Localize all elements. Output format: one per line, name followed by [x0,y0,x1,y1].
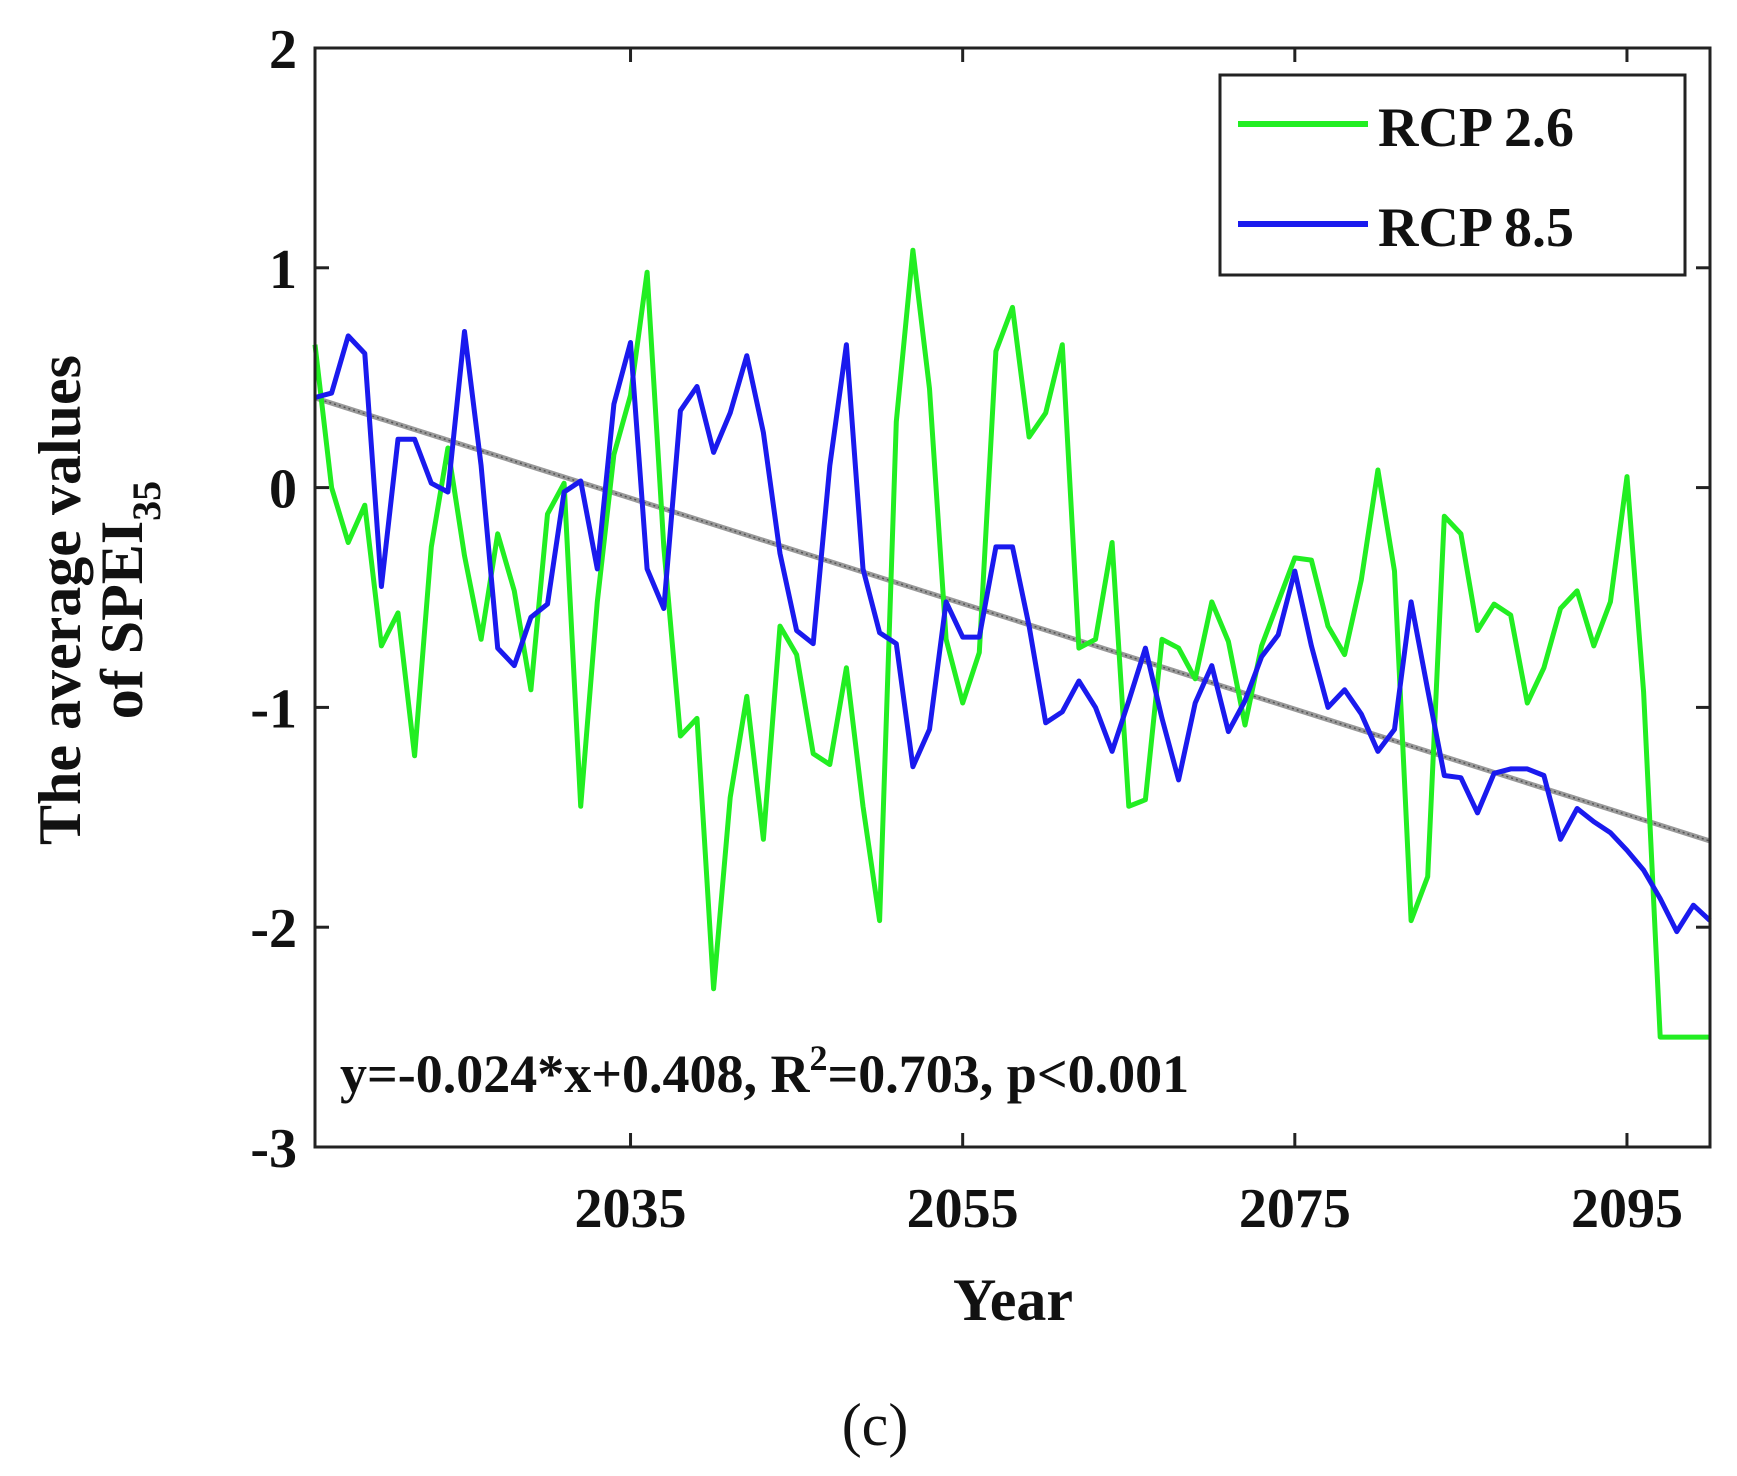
y-tick-label: 2 [269,19,297,81]
x-tick-label: 2075 [1239,1178,1351,1240]
y-tick-label: -2 [250,898,297,960]
y-axis-title: The average values of SPEI35 [27,355,169,845]
regression-annotation: y=-0.024*x+0.408, R2=0.703, p<0.001 [340,1038,1189,1104]
y-tick-label: 1 [269,239,297,301]
x-axis-title: Year [953,1267,1073,1333]
trendline-texture [314,397,1711,842]
series-line-rcp-8-5 [314,329,1712,935]
y-axis-title-line1: The average values [27,355,93,845]
panel-label: (c) [842,1392,909,1458]
x-tick-label: 2035 [575,1178,687,1240]
legend-label-rcp85: RCP 8.5 [1378,197,1574,259]
y-axis-title-line2: of SPEI35 [89,481,169,719]
y-tick-label: -1 [250,678,297,740]
y-tick-label: 0 [269,459,297,521]
legend-box [1218,73,1687,277]
x-tick-labels: 2035 2055 2075 2095 [575,1178,1683,1240]
legend: RCP 2.6 RCP 8.5 [1218,73,1687,277]
plot-frame [313,46,1712,1149]
legend-label-rcp26: RCP 2.6 [1378,97,1574,159]
series-line-rcp-2-6 [312,247,1710,1040]
y-tick-label: -3 [250,1118,297,1180]
y-tick-labels: 2 1 0 -1 -2 -3 [250,19,297,1180]
x-tick-label: 2095 [1571,1178,1683,1240]
x-tick-label: 2055 [907,1178,1019,1240]
series-layer [312,247,1712,1040]
trendline-layer [314,395,1711,844]
